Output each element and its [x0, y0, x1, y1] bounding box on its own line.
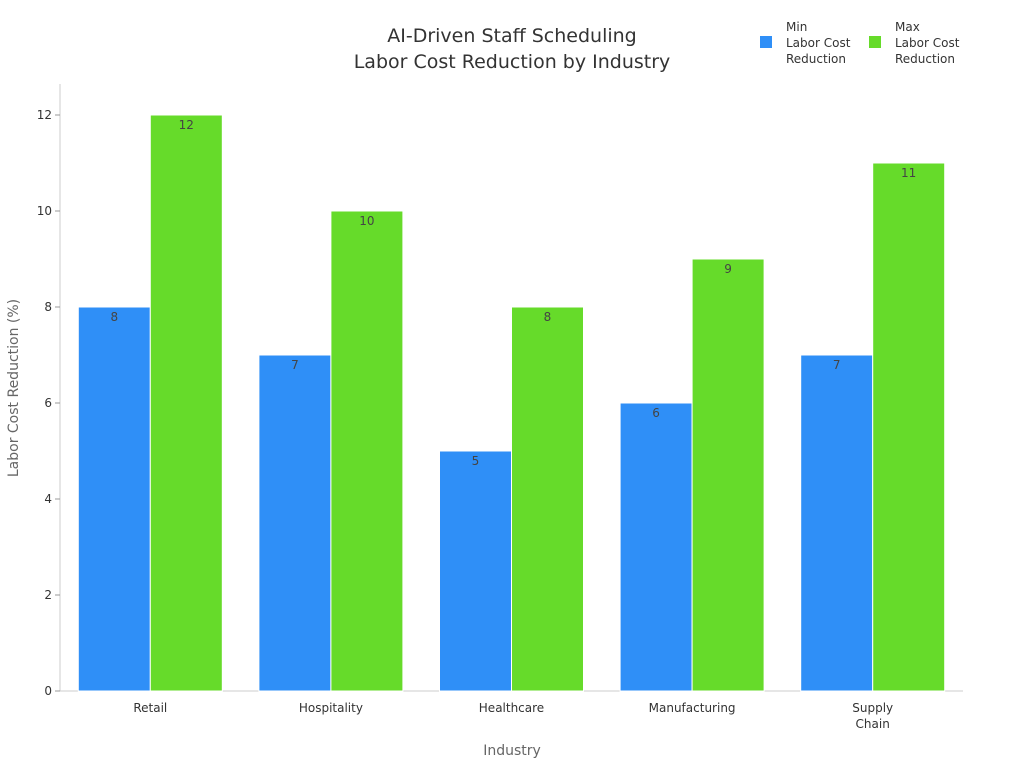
x-tick-label: Chain [856, 717, 890, 731]
data-label: 7 [291, 358, 299, 372]
chart-title: AI-Driven Staff Scheduling [387, 25, 636, 47]
legend-swatch-max [869, 36, 881, 48]
data-label: 8 [544, 310, 552, 324]
data-label: 10 [359, 214, 374, 228]
x-tick-label: Manufacturing [649, 701, 736, 715]
bar-min [619, 402, 693, 692]
bar-min [800, 354, 874, 692]
x-tick-label: Healthcare [479, 701, 544, 715]
y-tick-label: 2 [44, 588, 52, 602]
x-tick-label: Hospitality [299, 701, 363, 715]
legend-label: Min [786, 20, 807, 34]
y-tick-label: 12 [37, 108, 52, 122]
y-tick-label: 0 [44, 684, 52, 698]
legend-label: Reduction [895, 52, 955, 66]
data-label: 7 [833, 358, 841, 372]
legend-label: Max [895, 20, 920, 34]
data-label: 11 [901, 166, 916, 180]
y-axis-label: Labor Cost Reduction (%) [6, 299, 22, 477]
bar-min [258, 354, 332, 692]
y-tick-label: 10 [37, 204, 52, 218]
y-tick-label: 4 [44, 492, 52, 506]
legend-label: Reduction [786, 52, 846, 66]
x-tick-label: Retail [133, 701, 167, 715]
y-tick-label: 8 [44, 300, 52, 314]
legend-swatch-min [760, 36, 772, 48]
data-label: 8 [110, 310, 118, 324]
bar-min [77, 306, 151, 692]
data-label: 6 [652, 406, 660, 420]
bar-max [511, 306, 584, 692]
legend-label: Labor Cost [786, 36, 851, 50]
bar-max [330, 210, 404, 692]
data-label: 9 [724, 262, 732, 276]
bar-min [439, 450, 512, 692]
bar-max [872, 162, 946, 692]
bar-max [691, 258, 765, 692]
x-axis-label: Industry [483, 743, 541, 759]
legend-label: Labor Cost [895, 36, 960, 50]
chart-title: Labor Cost Reduction by Industry [354, 51, 671, 73]
data-label: 12 [179, 118, 194, 132]
x-tick-label: Supply [852, 701, 893, 715]
data-label: 5 [472, 454, 480, 468]
y-tick-label: 6 [44, 396, 52, 410]
bar-max [149, 114, 223, 692]
